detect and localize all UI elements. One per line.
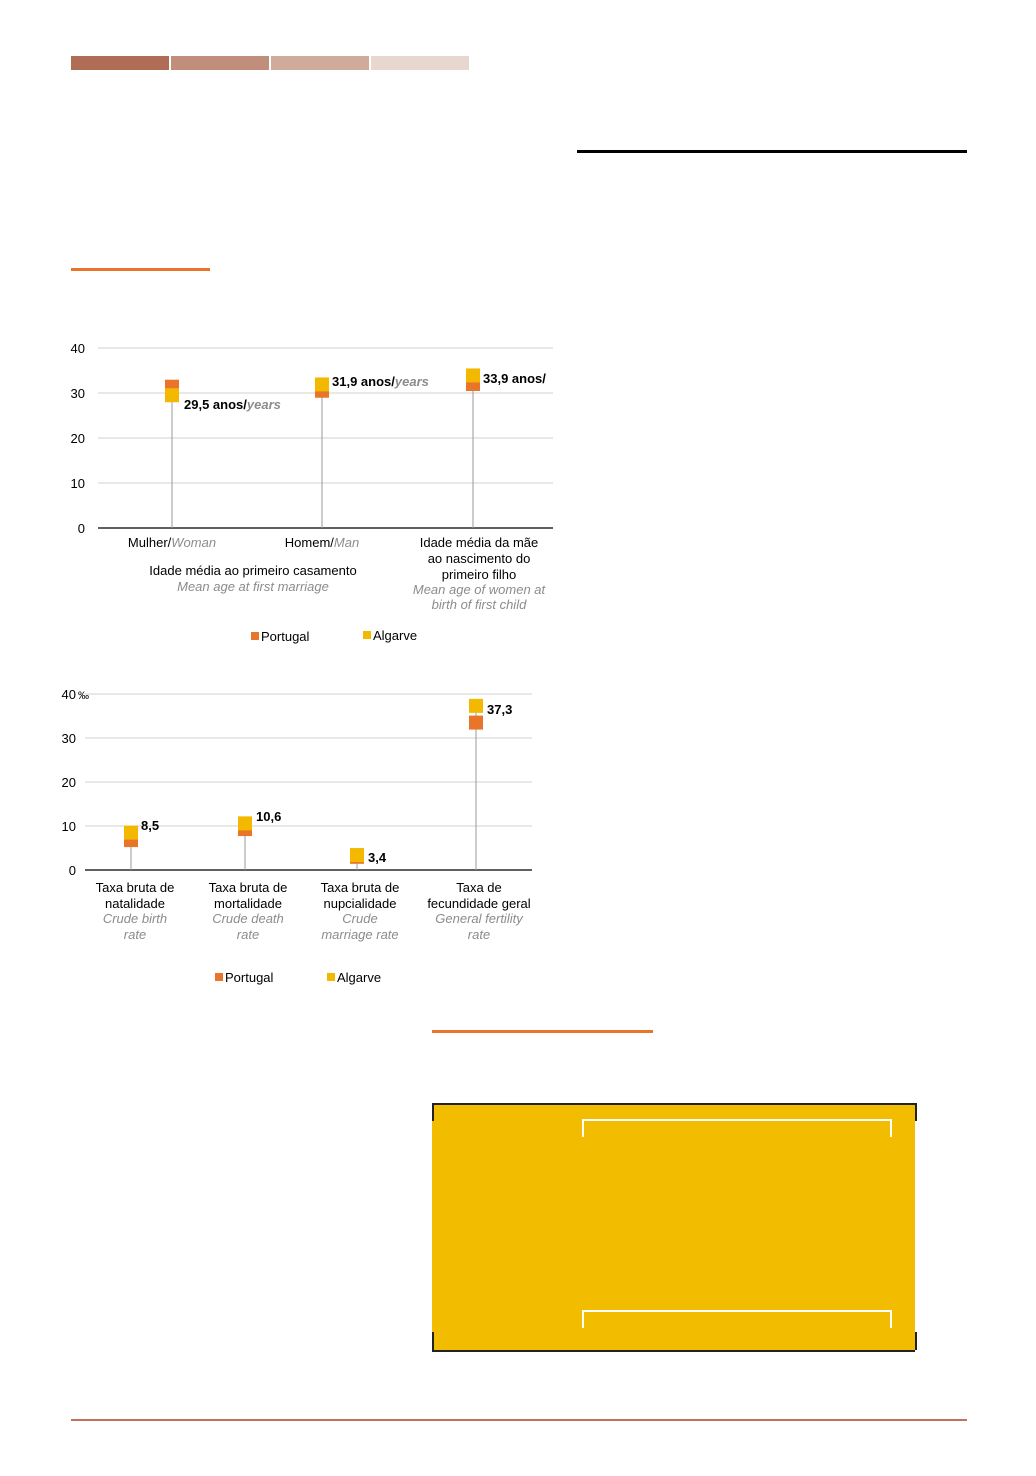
yellow-box-right-tick-bottom bbox=[915, 1332, 917, 1350]
chart2-category-death-en-line1: Crude death bbox=[212, 911, 284, 926]
chart2-data-label-marriage: 3,4 bbox=[368, 850, 387, 865]
y-tick-label: 20 bbox=[71, 431, 85, 446]
top-right-rule bbox=[577, 150, 967, 153]
yellow-box-bottom-bracket bbox=[582, 1310, 892, 1328]
yellow-box-top-bracket bbox=[582, 1119, 892, 1137]
header-segment-1 bbox=[71, 56, 169, 70]
chart2-category-fertility-line1: Taxa de bbox=[456, 880, 502, 895]
y-tick-label: 30 bbox=[71, 386, 85, 401]
algarve-marker bbox=[350, 848, 364, 863]
header-segment-4 bbox=[371, 56, 469, 70]
yellow-box-right-tick-top bbox=[915, 1103, 917, 1121]
chart2-category-marriage-en-line1: Crude bbox=[342, 911, 377, 926]
y-tick-label: 10 bbox=[62, 819, 76, 834]
y-unit-label: ‰ bbox=[78, 690, 89, 702]
chart2-category-marriage-en-line2: marriage rate bbox=[321, 927, 398, 942]
chart1-category-man: Homem/Man bbox=[285, 535, 359, 550]
chart1-y-ticks: 0 10 20 30 40 bbox=[71, 341, 85, 536]
y-tick-label: 20 bbox=[62, 775, 76, 790]
chart-rates: 0 10 20 30 40 ‰ Taxa bruta de natalidade Crud… bbox=[62, 687, 532, 985]
chart2-gridlines bbox=[85, 693, 532, 827]
chart2-category-birth-line2: natalidade bbox=[105, 896, 165, 911]
chart2-data-label-death: 10,6 bbox=[256, 809, 281, 824]
chart2-y-ticks: 0 10 20 30 40 ‰ bbox=[62, 687, 89, 878]
algarve-marker bbox=[238, 816, 252, 831]
chart1-data-label-woman: 29,5 anos/years bbox=[184, 397, 281, 412]
chart1-group-label-marriage-en: Mean age at first marriage bbox=[177, 579, 329, 594]
y-tick-label: 40 bbox=[71, 341, 85, 356]
chart2-category-birth-en-line2: rate bbox=[124, 927, 146, 942]
chart1-group-label-birth-en-line1: Mean age of women at bbox=[413, 582, 547, 597]
header-segment-2 bbox=[171, 56, 269, 70]
chart1-legend-portugal: Portugal bbox=[261, 629, 310, 644]
chart1-group-label-birth-line1: Idade média da mãe bbox=[420, 535, 539, 550]
y-tick-label: 0 bbox=[78, 521, 85, 536]
y-tick-label: 0 bbox=[69, 863, 76, 878]
chart2-category-death-line1: Taxa bruta de bbox=[209, 880, 288, 895]
chart-mean-age: 0 10 20 30 40 Mulher/Woman Homem/Man Idade m… bbox=[71, 341, 553, 644]
chart1-gridlines bbox=[98, 347, 553, 484]
chart2-category-marriage-line1: Taxa bruta de bbox=[321, 880, 400, 895]
orange-accent-rule-middle bbox=[432, 1030, 653, 1033]
chart2-category-birth-line1: Taxa bruta de bbox=[96, 880, 175, 895]
chart2-legend-algarve: Algarve bbox=[337, 970, 381, 985]
chart1-legend-portugal-swatch bbox=[251, 632, 259, 640]
chart2-legend-portugal-swatch bbox=[215, 973, 223, 981]
chart2-legend-algarve-swatch bbox=[327, 973, 335, 981]
chart1-marks bbox=[165, 368, 480, 528]
chart1-data-label-mother: 33,9 anos/ bbox=[483, 371, 546, 386]
chart2-data-label-birth: 8,5 bbox=[141, 818, 159, 833]
chart2-category-fertility-line2: fecundidade geral bbox=[427, 896, 530, 911]
algarve-marker bbox=[315, 377, 329, 392]
y-tick-label: 10 bbox=[71, 476, 85, 491]
chart2-category-death-en-line2: rate bbox=[237, 927, 259, 942]
chart2-category-marriage-line2: nupcialidade bbox=[323, 896, 396, 911]
chart1-legend-algarve: Algarve bbox=[373, 628, 417, 643]
algarve-marker bbox=[469, 698, 483, 713]
chart1-data-label-man: 31,9 anos/years bbox=[332, 374, 429, 389]
chart1-group-label-birth-line2: ao nascimento do bbox=[428, 551, 531, 566]
chart1-legend-algarve-swatch bbox=[363, 631, 371, 639]
algarve-marker bbox=[466, 368, 480, 383]
chart2-marks bbox=[124, 698, 483, 870]
chart1-group-label-birth-line3: primeiro filho bbox=[442, 567, 516, 582]
y-tick-label: 40 bbox=[62, 687, 76, 702]
chart2-data-label-fertility: 37,3 bbox=[487, 702, 512, 717]
chart1-group-label-birth-en-line2: birth of first child bbox=[432, 597, 527, 612]
chart1-category-woman: Mulher/Woman bbox=[128, 535, 216, 550]
chart2-category-fertility-en-line2: rate bbox=[468, 927, 490, 942]
orange-accent-rule-top bbox=[71, 268, 210, 271]
header-segment-3 bbox=[271, 56, 369, 70]
chart2-legend-portugal: Portugal bbox=[225, 970, 274, 985]
chart1-group-label-marriage: Idade média ao primeiro casamento bbox=[149, 563, 356, 578]
algarve-marker bbox=[165, 388, 179, 403]
y-tick-label: 30 bbox=[62, 731, 76, 746]
yellow-box-left-tick-top bbox=[432, 1103, 434, 1121]
chart2-category-fertility-en-line1: General fertility bbox=[435, 911, 524, 926]
chart2-category-birth-en-line1: Crude birth bbox=[103, 911, 167, 926]
portugal-marker bbox=[469, 715, 483, 730]
footer-rule bbox=[71, 1419, 967, 1421]
algarve-marker bbox=[124, 825, 138, 840]
yellow-box-left-tick-bottom bbox=[432, 1332, 434, 1350]
chart2-category-death-line2: mortalidade bbox=[214, 896, 282, 911]
